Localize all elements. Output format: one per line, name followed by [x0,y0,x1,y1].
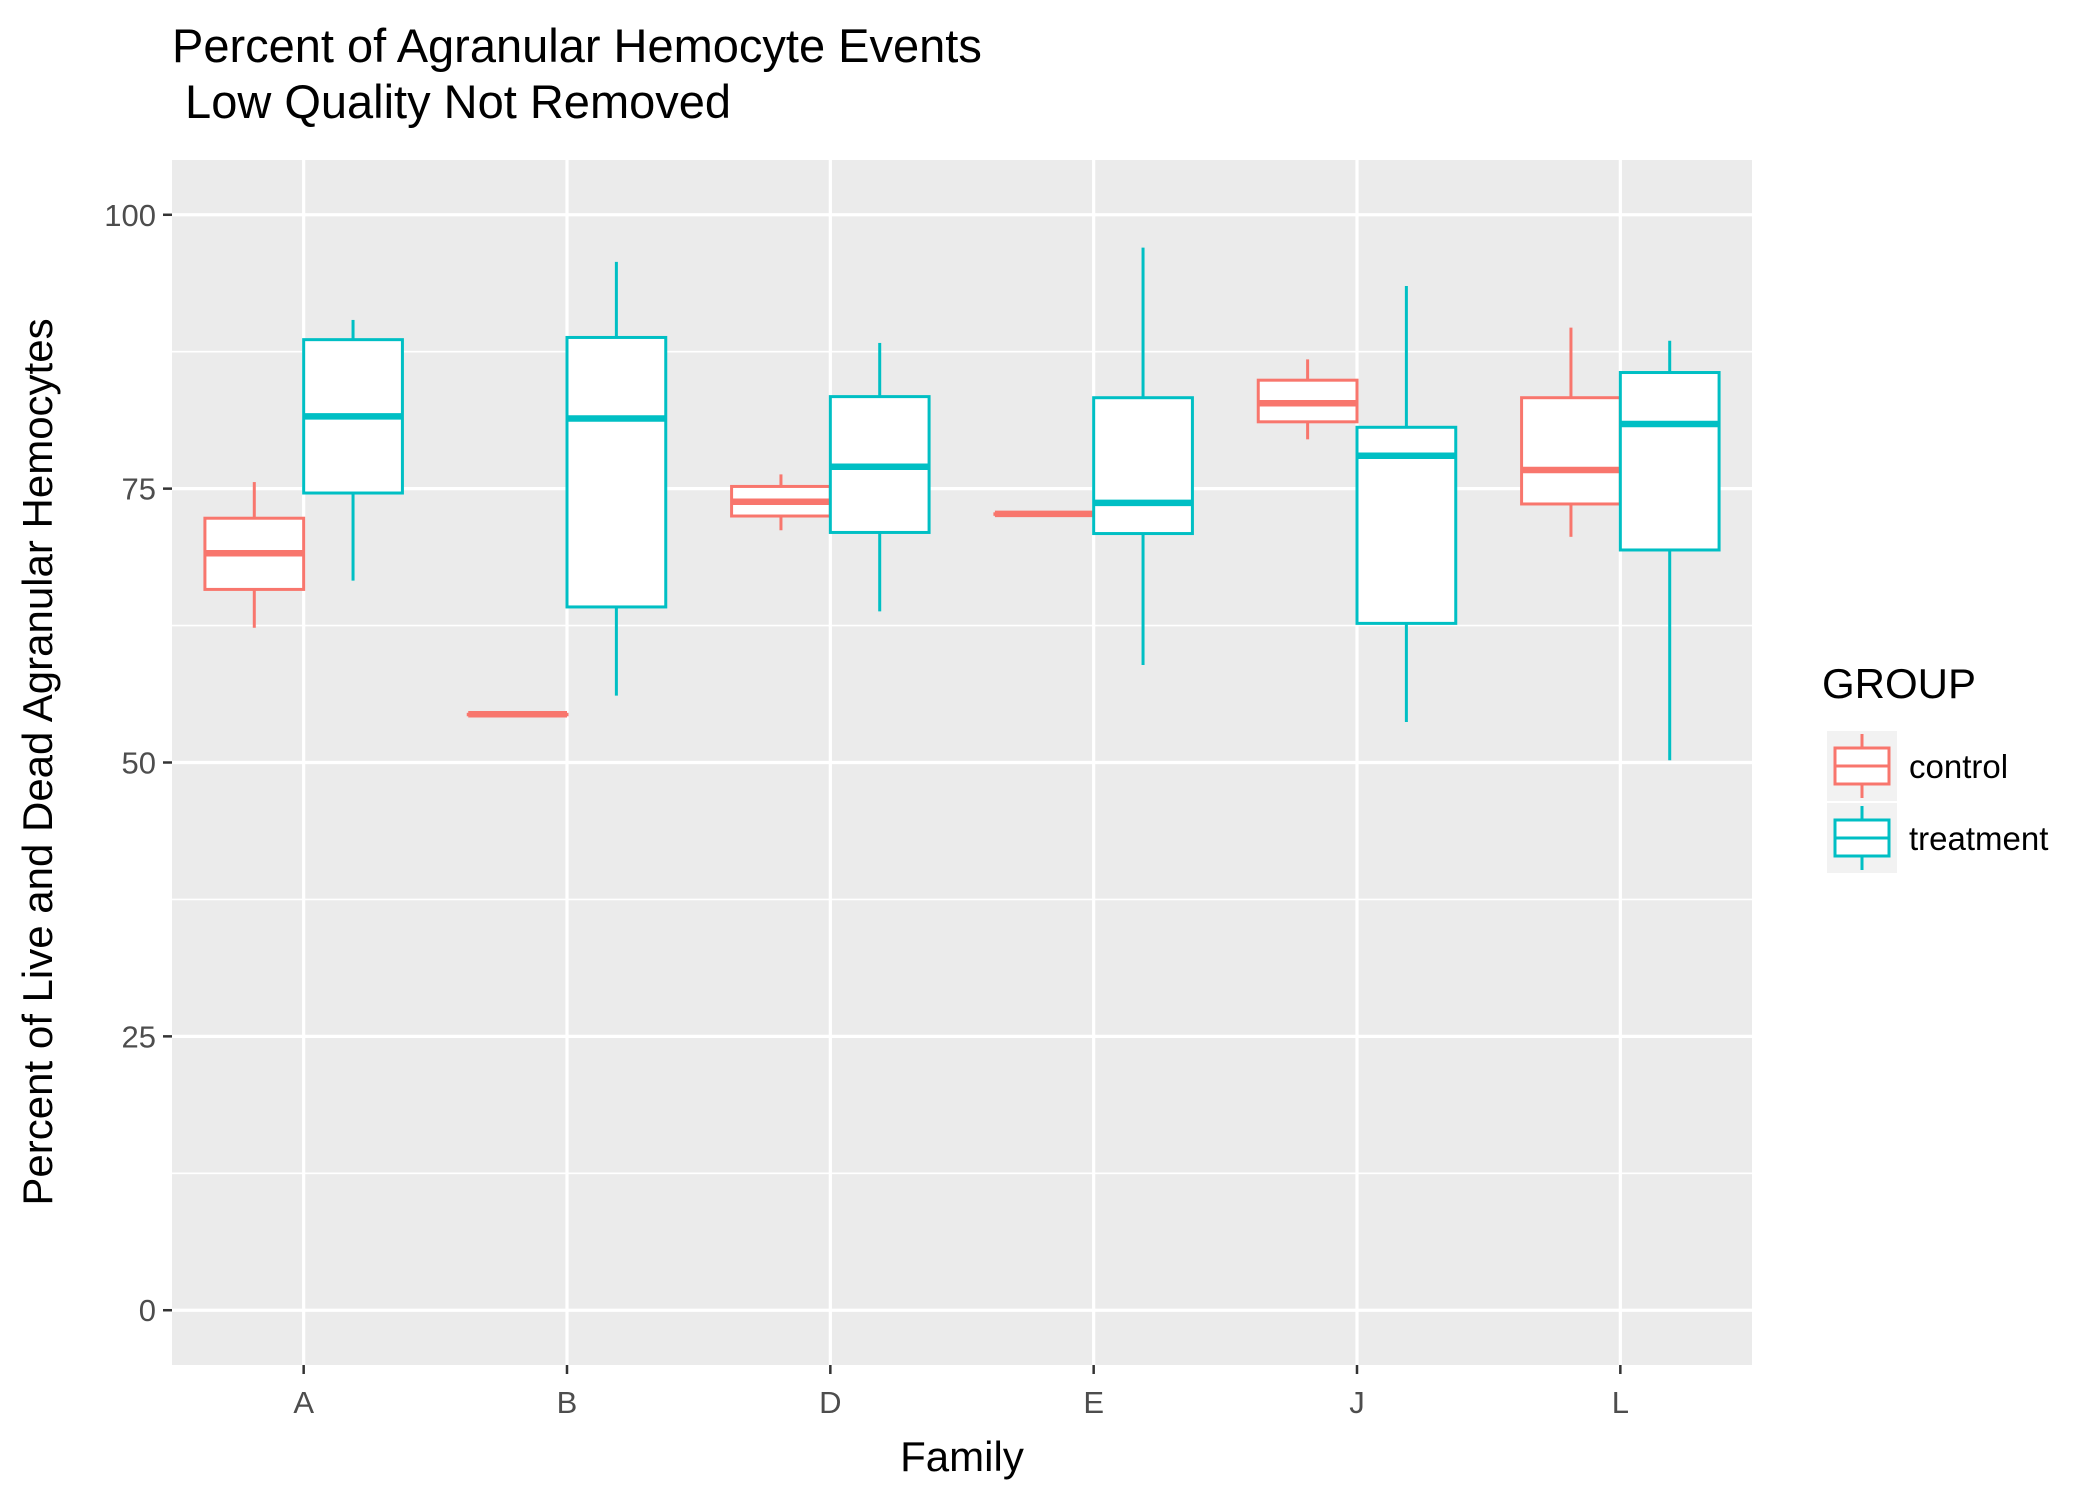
minor-gridlines [172,350,1752,1175]
box-treatment-L [1618,340,1721,761]
legend: GROUP control treatment [1822,660,2048,873]
box-iqr [565,335,668,609]
box-control-J [1256,359,1359,440]
legend-item-treatment: treatment [1827,803,2048,873]
legend-label: treatment [1909,820,2048,857]
box-control-E [993,510,1096,518]
box-iqr [1355,425,1458,625]
boxes-layer [203,247,1721,761]
x-axis-title: Family [900,1433,1024,1480]
box-iqr [1618,371,1721,552]
box-control-A [203,482,306,628]
y-tick-label: 25 [122,1019,156,1054]
legend-title: GROUP [1822,660,1976,707]
box-treatment-D [828,342,931,612]
x-tick-label: A [293,1385,314,1420]
box-iqr [1520,396,1622,506]
chart-title: Percent of Agranular Hemocyte Events [172,19,982,72]
x-tick-label: L [1612,1385,1629,1420]
box-control-L [1520,327,1622,537]
x-tick-label: J [1349,1385,1365,1420]
legend-label: control [1909,748,2008,785]
y-tick-label: 50 [122,746,156,781]
y-axis-title: Percent of Live and Dead Agranular Hemoc… [14,318,61,1205]
chart-subtitle: Low Quality Not Removed [172,75,731,128]
box-treatment-E [1092,247,1194,666]
y-tick-label: 75 [122,472,156,507]
box-iqr [1092,396,1194,536]
box-treatment-B [565,261,668,696]
y-tick-label: 100 [104,198,156,233]
y-tick-label: 0 [139,1293,156,1328]
legend-item-control: control [1827,731,2008,801]
box-control-B [466,711,569,718]
x-tick-label: B [557,1385,578,1420]
major-gridlines [172,160,1752,1365]
x-tick-label: E [1083,1385,1104,1420]
box-treatment-J [1355,285,1458,722]
x-tick-label: D [819,1385,841,1420]
y-axis: 0 25 50 75 100 [104,198,172,1328]
box-treatment-A [302,319,404,581]
